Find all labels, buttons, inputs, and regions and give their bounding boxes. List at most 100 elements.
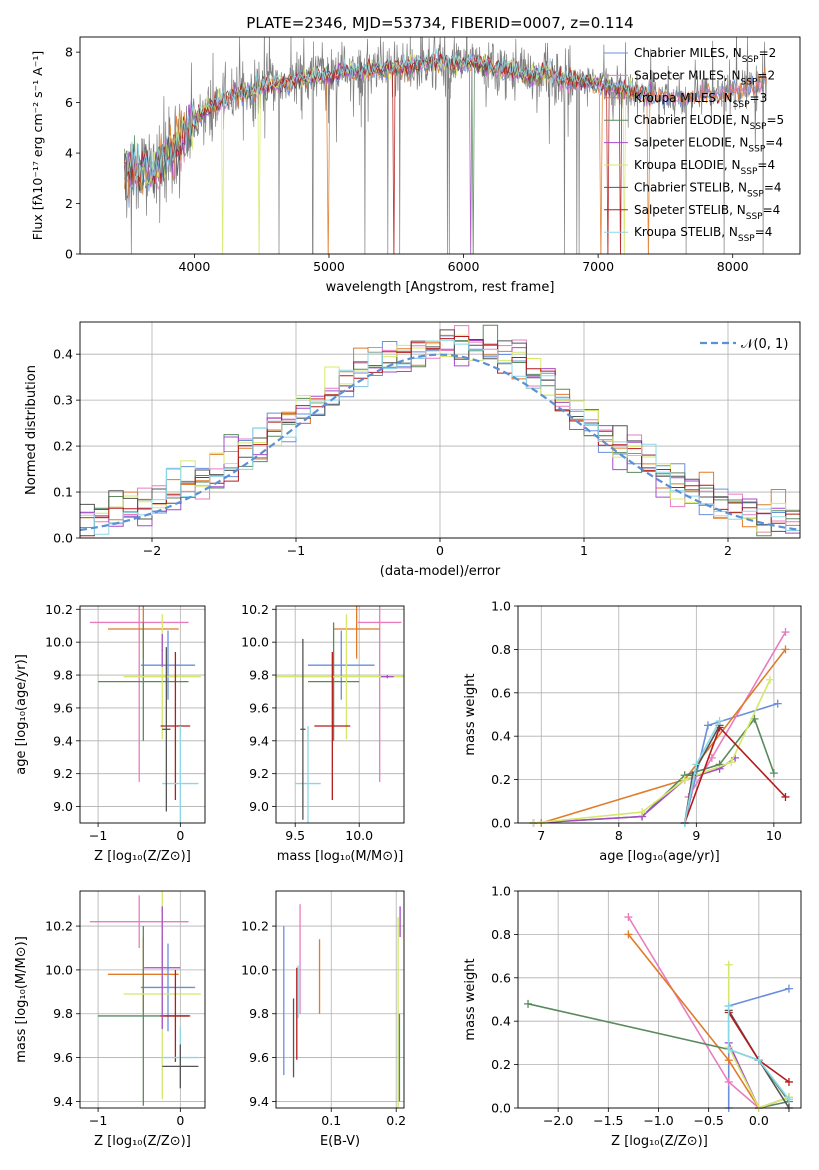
age_vs_mass-frame — [275, 605, 405, 824]
y-tick-label: 4 — [65, 146, 73, 161]
legend-label: Salpeter MILES, NSSP=2 — [634, 68, 775, 87]
y-axis-label: mass weight — [463, 673, 478, 755]
axes-weight_vs_age: 7 8 9 10 0.0 0.2 0.4 0.6 0.8 1.0 — [491, 599, 801, 843]
y-tick-label: 9.8 — [53, 1006, 73, 1021]
series-weight_vs_age — [529, 628, 790, 827]
errorbar — [308, 630, 375, 700]
data-point — [724, 960, 733, 969]
y-tick-label: 9.0 — [249, 799, 269, 814]
errorbar — [144, 906, 181, 1030]
x-tick-label: 0 — [176, 1113, 184, 1128]
data-point — [688, 771, 697, 780]
data-point — [703, 721, 712, 730]
errorbars-mass_vs_ebv — [283, 904, 401, 1108]
x-tick-label: 7 — [537, 828, 545, 843]
mass_vs_Z-frame — [79, 890, 206, 1109]
data-point — [724, 1077, 733, 1086]
y-tick-label: 10.0 — [45, 962, 73, 977]
y-tick-label: 8 — [65, 45, 73, 60]
x-axis-label: Z [log₁₀(Z/Z⊙)] — [94, 849, 191, 864]
x-tick-label: −2 — [143, 543, 161, 558]
x-tick-label: −1 — [89, 828, 107, 843]
x-tick-label: 0 — [176, 828, 184, 843]
legend-label: Kroupa ELODIE, NSSP=4 — [634, 158, 775, 177]
normal-reference-curve — [80, 353, 800, 531]
y-tick-label: 0.2 — [53, 439, 73, 454]
y-axis-label: mass weight — [463, 958, 478, 1040]
y-tick-label: 9.6 — [53, 1050, 73, 1065]
errorbar — [314, 652, 351, 800]
histogram-salpeter-stelib — [80, 336, 800, 537]
errorbar — [160, 969, 191, 1062]
x-tick-label: 9.5 — [285, 828, 305, 843]
x-axis-label: Z [log₁₀(Z/Z⊙)] — [611, 1134, 708, 1149]
series-line-kroupa-stelib — [727, 1006, 790, 1100]
series-weight_vs_Z — [524, 913, 793, 1112]
y-tick-label: 9.2 — [53, 766, 73, 781]
y-tick-label: 9.0 — [53, 799, 73, 814]
legend-label: Chabrier ELODIE, NSSP=5 — [634, 113, 784, 132]
data-point — [692, 760, 701, 769]
errorbar — [140, 630, 196, 700]
y-tick-label: 0 — [65, 247, 73, 262]
x-tick-label: −1 — [287, 543, 305, 558]
y-tick-label: 0.0 — [53, 531, 73, 546]
spectrum-plot — [124, 37, 767, 254]
data-point — [680, 775, 689, 784]
x-tick-label: 8000 — [717, 259, 749, 274]
y-tick-label: 9.6 — [53, 700, 73, 715]
x-tick-label: 4000 — [178, 259, 210, 274]
y-tick-label: 10.0 — [241, 962, 269, 977]
data-point — [715, 717, 724, 726]
spectrum-frame — [79, 36, 801, 255]
x-tick-label: 7000 — [582, 259, 614, 274]
data-point — [624, 913, 633, 922]
data-point — [724, 1056, 733, 1065]
data-point — [524, 999, 533, 1008]
y-tick-label: 9.4 — [249, 733, 269, 748]
errorbar — [162, 647, 171, 812]
x-tick-label: −2.0 — [543, 1113, 573, 1128]
y-axis-label: mass [log₁₀(M/M⊙)] — [14, 936, 29, 1063]
y-tick-label: 9.6 — [249, 700, 269, 715]
data-point — [724, 1045, 733, 1054]
age_vs_Z-frame — [79, 605, 206, 824]
legend: Chabrier MILES, NSSP=2 Salpeter MILES, NS… — [604, 46, 784, 244]
y-tick-label: 10.2 — [241, 919, 269, 934]
x-tick-label: 8 — [615, 828, 623, 843]
data-point — [784, 1077, 793, 1086]
y-tick-label: 0.2 — [491, 772, 511, 787]
x-tick-label: 0.0 — [749, 1113, 769, 1128]
y-tick-label: 0.6 — [491, 685, 511, 700]
errorbar — [162, 726, 199, 823]
legend-label: Kroupa STELIB, NSSP=4 — [634, 225, 772, 244]
y-tick-label: 0.1 — [53, 485, 73, 500]
x-tick-label: 0 — [436, 543, 444, 558]
legend-label: Kroupa MILES, NSSP=3 — [634, 91, 767, 110]
y-tick-label: 9.2 — [249, 766, 269, 781]
legend-label: Chabrier STELIB, NSSP=4 — [634, 180, 782, 199]
y-tick-label: 10.2 — [241, 602, 269, 617]
errorbar — [333, 606, 380, 659]
axes-residuals: −2 −1 0 1 2 0.0 0.1 0.2 0.3 0.4 — [53, 322, 800, 558]
y-tick-label: 10.2 — [45, 919, 73, 934]
axes-mass_vs_Z: −1 0 9.4 9.6 9.8 10.0 10.2 — [45, 891, 205, 1128]
x-tick-label: −1 — [89, 1113, 107, 1128]
axes-age_vs_mass: 9.5 10.0 9.0 9.2 9.4 9.6 9.8 10.0 10.2 — [241, 602, 404, 843]
errorbar — [140, 943, 196, 1032]
y-tick-label: 9.8 — [249, 668, 269, 683]
x-tick-label: −1.5 — [593, 1113, 623, 1128]
data-point — [784, 1095, 793, 1104]
legend-label: Chabrier MILES, NSSP=2 — [634, 46, 776, 65]
x-axis-label: E(B-V) — [320, 1134, 360, 1149]
errorbar — [123, 614, 201, 740]
y-tick-label: 0.8 — [491, 927, 511, 942]
histogram-kroupa-elodie — [80, 334, 800, 533]
x-axis-label: (data-model)/error — [380, 564, 501, 579]
errorbar — [308, 622, 360, 741]
model-spectrum-kroupa-stelib — [124, 48, 653, 183]
errorbar — [380, 675, 394, 679]
legend-label: Salpeter ELODIE, NSSP=4 — [634, 136, 783, 155]
y-tick-label: 10.2 — [45, 602, 73, 617]
